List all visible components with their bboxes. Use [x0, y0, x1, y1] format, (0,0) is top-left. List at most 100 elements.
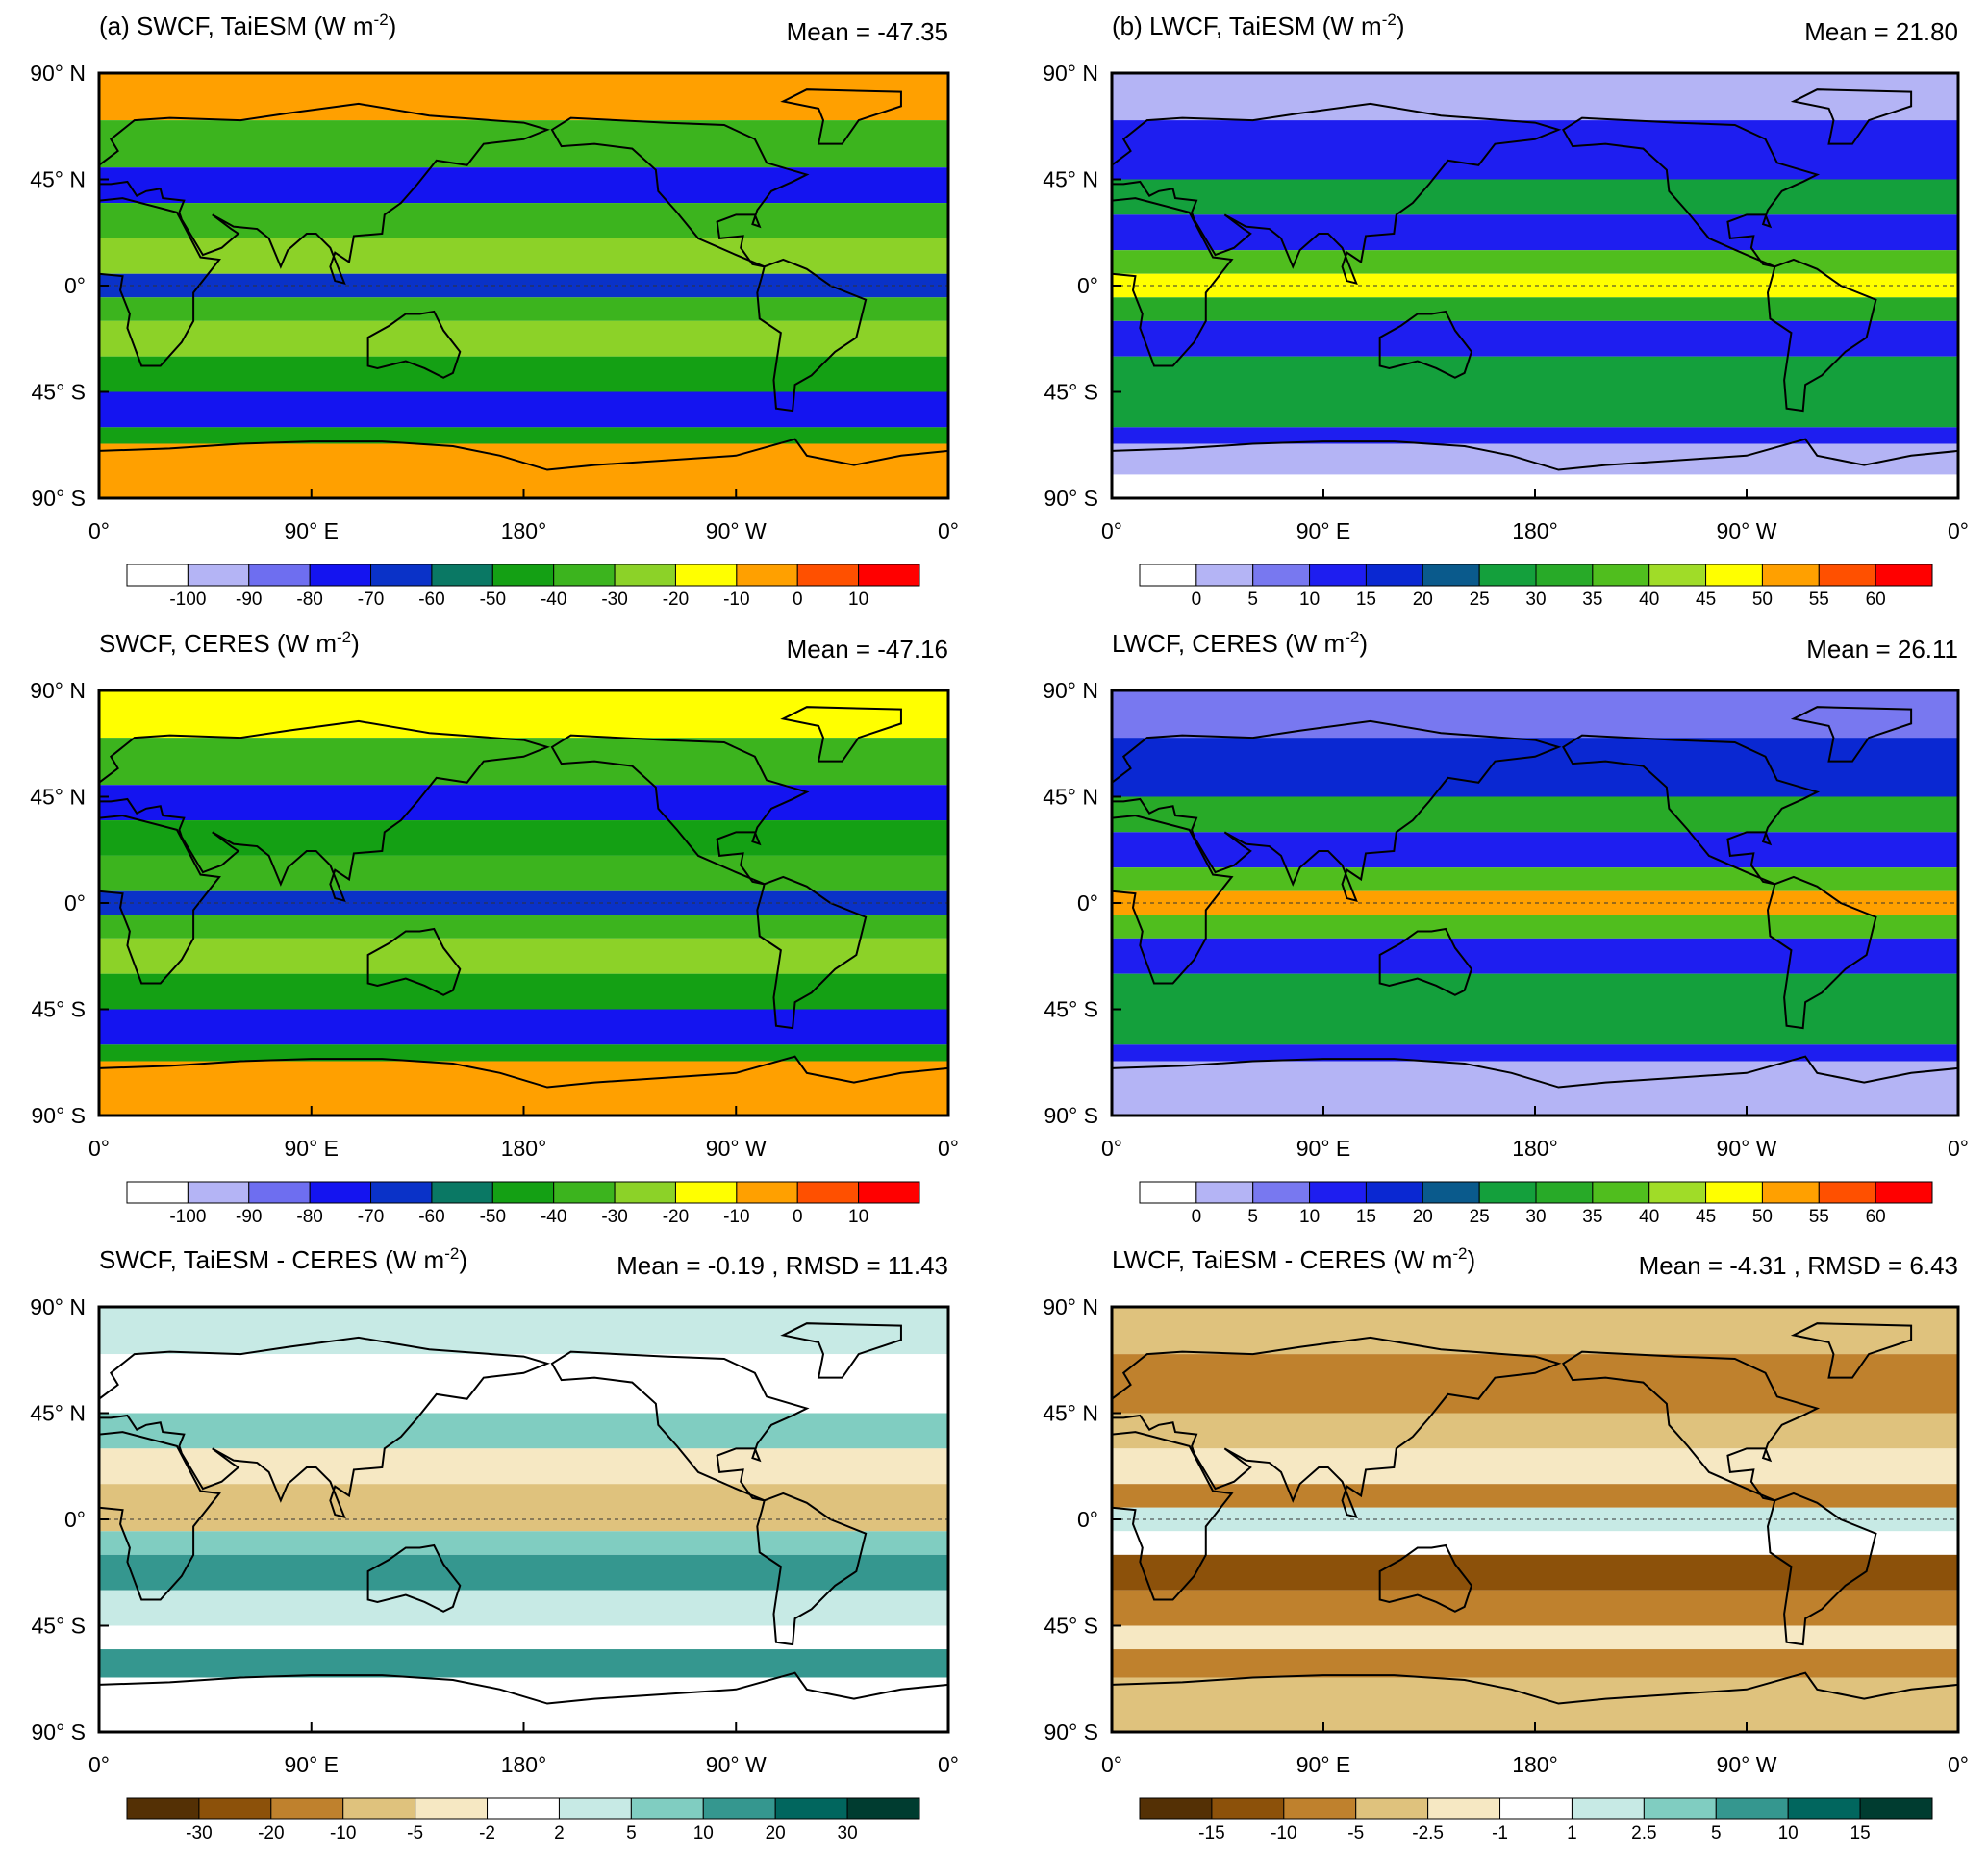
field-band — [1112, 867, 1958, 891]
colorbar-label: 25 — [1470, 1207, 1490, 1227]
colorbar-box — [553, 1181, 616, 1204]
colorbar-label: -20 — [258, 1823, 284, 1843]
colorbar-label: -5 — [407, 1823, 423, 1843]
colorbar-label: -40 — [541, 1207, 566, 1227]
field-band — [99, 855, 948, 891]
lat-label: 90° S — [31, 1103, 86, 1128]
colorbar-label: 55 — [1809, 589, 1829, 610]
colorbar-label: -30 — [601, 1207, 627, 1227]
field-band — [1112, 973, 1958, 1010]
colorbar-box — [1252, 564, 1311, 587]
colorbar-box — [774, 1797, 848, 1820]
colorbar-label: 2 — [554, 1823, 565, 1843]
colorbar-box — [309, 564, 372, 587]
colorbar-box — [1422, 1181, 1480, 1204]
title-text: LWCF, CERES (W m — [1112, 629, 1345, 658]
lat-label: 0° — [1077, 273, 1098, 298]
colorbar-box — [1211, 1797, 1285, 1820]
lat-label: 0° — [64, 890, 86, 915]
field-band — [1112, 297, 1958, 321]
colorbar-label: 1 — [1567, 1823, 1577, 1843]
colorbar-label: -30 — [601, 589, 627, 610]
colorbar-box — [796, 1181, 860, 1204]
colorbar-label: 15 — [1356, 1207, 1376, 1227]
lat-label: 45° S — [31, 380, 86, 405]
colorbar-label: 10 — [1778, 1823, 1799, 1843]
panel-title: SWCF, TaiESM - CERES (W m-2) — [99, 1244, 467, 1274]
lon-label: 0° — [1101, 518, 1122, 543]
coastline — [1111, 197, 1234, 367]
colorbar-box — [1139, 1181, 1197, 1204]
title-end: ) — [351, 629, 360, 658]
colorbar-box — [270, 1797, 344, 1820]
colorbar-box — [1499, 1797, 1573, 1820]
lon-label: 180° — [501, 1752, 547, 1777]
colorbar-box — [342, 1797, 416, 1820]
field-band — [99, 938, 948, 974]
colorbar-label: -40 — [541, 589, 566, 610]
coastline — [98, 1055, 949, 1089]
colorbar-box — [702, 1797, 776, 1820]
title-end: ) — [1359, 629, 1368, 658]
field-band — [99, 203, 948, 238]
field-band — [1112, 1484, 1958, 1508]
colorbar-label: 5 — [1247, 589, 1258, 610]
colorbar-label: -20 — [663, 589, 689, 610]
lon-label: 90° E — [1296, 518, 1351, 543]
colorbar-box — [126, 1181, 189, 1204]
coastline — [1111, 438, 1959, 471]
field-band — [1112, 915, 1958, 939]
lon-label: 180° — [1512, 1752, 1558, 1777]
colorbar-label: -70 — [358, 1207, 384, 1227]
lat-label: 45° S — [1044, 1614, 1098, 1639]
coastline — [98, 438, 949, 471]
colorbar-box — [431, 1181, 493, 1204]
field-band — [1112, 1448, 1958, 1485]
coastline — [1111, 815, 1234, 985]
coastline — [1111, 719, 1562, 902]
field-band — [1112, 214, 1958, 251]
lat-label: 90° S — [31, 1719, 86, 1744]
colorbar-box — [370, 564, 433, 587]
colorbar-box — [736, 564, 798, 587]
coastline — [550, 116, 810, 268]
colorbar-box — [553, 564, 616, 587]
colorbar-label: -2.5 — [1412, 1823, 1444, 1843]
colorbar-box — [1761, 1181, 1820, 1204]
colorbar-box — [491, 564, 555, 587]
colorbar-box — [491, 1181, 555, 1204]
colorbar-label: 50 — [1752, 1207, 1773, 1227]
field-band — [1112, 120, 1958, 180]
colorbar-box — [1478, 1181, 1537, 1204]
coastline — [1766, 258, 1877, 413]
colorbar-box — [858, 1181, 920, 1204]
lon-label: 0° — [1101, 1136, 1122, 1161]
panel-stats: Mean = -4.31 , RMSD = 6.43 — [1639, 1251, 1958, 1280]
colorbar-label: -100 — [169, 1207, 206, 1227]
lat-label: 90° S — [1044, 486, 1098, 511]
field-band — [1112, 427, 1958, 444]
coastline — [756, 258, 868, 413]
coastline — [1111, 102, 1562, 285]
colorbar-box — [558, 1797, 632, 1820]
field-band — [1112, 443, 1958, 475]
colorbar-label: 0 — [793, 1207, 803, 1227]
lat-label: 45° N — [30, 167, 86, 192]
colorbar-box — [1422, 564, 1480, 587]
colorbar-box — [1643, 1797, 1717, 1820]
colorbar-box — [1139, 564, 1197, 587]
lon-label: 0° — [1101, 1752, 1122, 1777]
lat-label: 90° S — [1044, 1103, 1098, 1128]
coastline — [780, 88, 902, 145]
field-band — [99, 1484, 948, 1532]
title-text: LWCF, TaiESM - CERES (W m — [1112, 1245, 1452, 1274]
title-text: (a) SWCF, TaiESM (W m — [99, 12, 374, 40]
colorbar-label: 0 — [1192, 1207, 1202, 1227]
field-band — [99, 785, 948, 821]
field-band — [99, 320, 948, 357]
title-superscript: -2 — [337, 628, 351, 646]
lon-label: 180° — [1512, 1136, 1558, 1161]
colorbar-label: 30 — [838, 1823, 858, 1843]
lon-label: 90° W — [706, 518, 767, 543]
field-band — [1112, 938, 1958, 974]
